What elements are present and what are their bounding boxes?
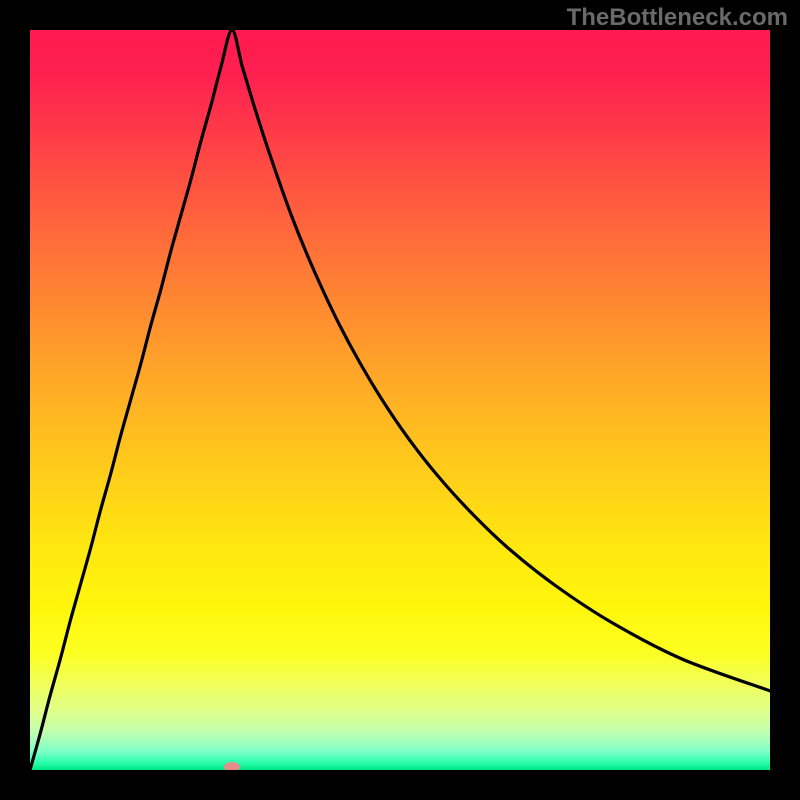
bottleneck-curve [30, 30, 770, 770]
minimum-marker [224, 762, 240, 770]
plot-area [30, 30, 770, 770]
chart-container: TheBottleneck.com [0, 0, 800, 800]
watermark-text: TheBottleneck.com [567, 4, 788, 32]
curve-layer [30, 30, 770, 770]
